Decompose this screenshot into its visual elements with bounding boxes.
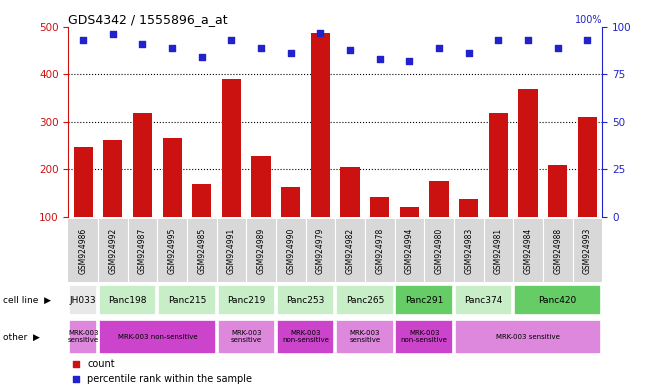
- Point: [315, 30, 326, 36]
- Point: [374, 56, 385, 62]
- Text: GSM924994: GSM924994: [405, 227, 414, 274]
- Text: Panc291: Panc291: [405, 296, 443, 305]
- Text: MRK-003
non-sensitive: MRK-003 non-sensitive: [282, 331, 329, 343]
- Text: GSM924989: GSM924989: [256, 227, 266, 274]
- Bar: [222, 79, 241, 217]
- Text: JH033: JH033: [70, 296, 96, 305]
- Bar: [69, 320, 97, 354]
- Text: Panc265: Panc265: [346, 296, 384, 305]
- Text: Panc374: Panc374: [464, 296, 503, 305]
- Bar: [455, 285, 512, 316]
- Bar: [489, 113, 508, 217]
- Text: GSM924980: GSM924980: [435, 227, 443, 274]
- Bar: [99, 285, 156, 316]
- Text: GSM924986: GSM924986: [79, 227, 88, 274]
- Text: GSM924987: GSM924987: [138, 227, 147, 274]
- Text: Panc198: Panc198: [109, 296, 147, 305]
- Text: GSM924985: GSM924985: [197, 227, 206, 274]
- Point: [523, 37, 533, 43]
- Point: [493, 37, 504, 43]
- Text: GSM924993: GSM924993: [583, 227, 592, 274]
- Bar: [370, 197, 389, 217]
- Point: [345, 46, 355, 53]
- Point: [71, 376, 81, 382]
- Point: [71, 361, 81, 367]
- Text: Panc420: Panc420: [538, 296, 577, 305]
- Text: GSM924982: GSM924982: [346, 227, 355, 274]
- Text: Panc215: Panc215: [168, 296, 206, 305]
- Text: Panc219: Panc219: [227, 296, 266, 305]
- Text: GSM924991: GSM924991: [227, 227, 236, 274]
- Text: 100%: 100%: [575, 15, 602, 25]
- Text: GSM924983: GSM924983: [464, 227, 473, 274]
- Point: [553, 45, 563, 51]
- Text: MRK-003 sensitive: MRK-003 sensitive: [496, 334, 560, 340]
- Text: count: count: [87, 359, 115, 369]
- Point: [404, 58, 415, 64]
- Bar: [455, 320, 602, 354]
- Bar: [395, 320, 453, 354]
- Bar: [340, 167, 360, 217]
- Bar: [217, 320, 275, 354]
- Text: GSM924979: GSM924979: [316, 227, 325, 274]
- Text: MRK-003
sensitive: MRK-003 sensitive: [68, 331, 99, 343]
- Point: [582, 37, 592, 43]
- Text: Panc253: Panc253: [286, 296, 325, 305]
- Text: MRK-003 non-sensitive: MRK-003 non-sensitive: [118, 334, 197, 340]
- Bar: [251, 156, 271, 217]
- Text: percentile rank within the sample: percentile rank within the sample: [87, 374, 252, 384]
- Bar: [518, 89, 538, 217]
- Bar: [217, 285, 275, 316]
- Bar: [281, 187, 300, 217]
- Point: [197, 54, 207, 60]
- Bar: [192, 184, 212, 217]
- Bar: [277, 285, 335, 316]
- Bar: [459, 199, 478, 217]
- Point: [167, 45, 177, 51]
- Text: GSM924984: GSM924984: [523, 227, 533, 274]
- Point: [464, 50, 474, 56]
- Bar: [548, 165, 567, 217]
- Bar: [277, 320, 335, 354]
- Text: MRK-003
sensitive: MRK-003 sensitive: [230, 331, 262, 343]
- Bar: [336, 320, 394, 354]
- Text: cell line  ▶: cell line ▶: [3, 296, 51, 305]
- Bar: [99, 320, 215, 354]
- Text: MRK-003
sensitive: MRK-003 sensitive: [350, 331, 380, 343]
- Point: [434, 45, 444, 51]
- Text: GSM924992: GSM924992: [108, 227, 117, 274]
- Bar: [311, 33, 330, 217]
- Bar: [104, 139, 122, 217]
- Text: GSM924981: GSM924981: [494, 227, 503, 274]
- Point: [256, 45, 266, 51]
- Text: GSM924995: GSM924995: [168, 227, 176, 274]
- Bar: [133, 113, 152, 217]
- Bar: [74, 147, 93, 217]
- Bar: [395, 285, 453, 316]
- Bar: [514, 285, 602, 316]
- Point: [78, 37, 89, 43]
- Bar: [163, 137, 182, 217]
- Point: [137, 41, 148, 47]
- Bar: [69, 285, 97, 316]
- Point: [286, 50, 296, 56]
- Point: [227, 37, 237, 43]
- Point: [107, 31, 118, 38]
- Bar: [430, 181, 449, 217]
- Text: MRK-003
non-sensitive: MRK-003 non-sensitive: [401, 331, 448, 343]
- Text: GSM924990: GSM924990: [286, 227, 296, 274]
- Bar: [400, 207, 419, 217]
- Text: GSM924988: GSM924988: [553, 227, 562, 274]
- Bar: [158, 285, 215, 316]
- Text: other  ▶: other ▶: [3, 333, 40, 341]
- Text: GSM924978: GSM924978: [375, 227, 384, 274]
- Bar: [336, 285, 394, 316]
- Bar: [577, 117, 597, 217]
- Text: GDS4342 / 1555896_a_at: GDS4342 / 1555896_a_at: [68, 13, 228, 26]
